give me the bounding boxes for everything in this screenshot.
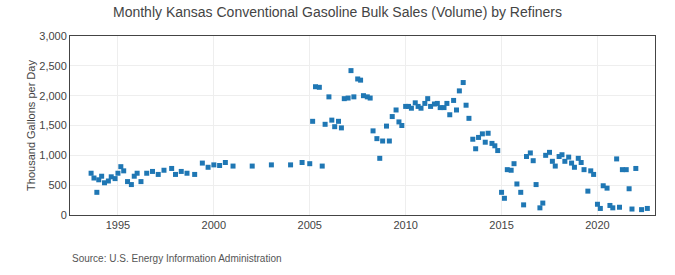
svg-text:500: 500 <box>48 179 66 191</box>
svg-text:0: 0 <box>61 209 67 221</box>
svg-text:Source: U.S. Energy Informatio: Source: U.S. Energy Information Administ… <box>72 253 282 264</box>
svg-text:Monthly Kansas Conventional Ga: Monthly Kansas Conventional Gasoline Bul… <box>113 4 562 20</box>
svg-text:2020: 2020 <box>585 219 609 231</box>
svg-text:2015: 2015 <box>489 219 513 231</box>
svg-text:1995: 1995 <box>106 219 130 231</box>
svg-text:2010: 2010 <box>393 219 417 231</box>
svg-text:Thousand Gallons per Day: Thousand Gallons per Day <box>25 60 37 191</box>
svg-text:2000: 2000 <box>202 219 226 231</box>
svg-text:2,500: 2,500 <box>39 60 67 72</box>
svg-text:1,000: 1,000 <box>39 149 67 161</box>
svg-text:2005: 2005 <box>298 219 322 231</box>
svg-text:2,000: 2,000 <box>39 90 67 102</box>
svg-text:3,000: 3,000 <box>39 30 67 42</box>
svg-text:1,500: 1,500 <box>39 119 67 131</box>
